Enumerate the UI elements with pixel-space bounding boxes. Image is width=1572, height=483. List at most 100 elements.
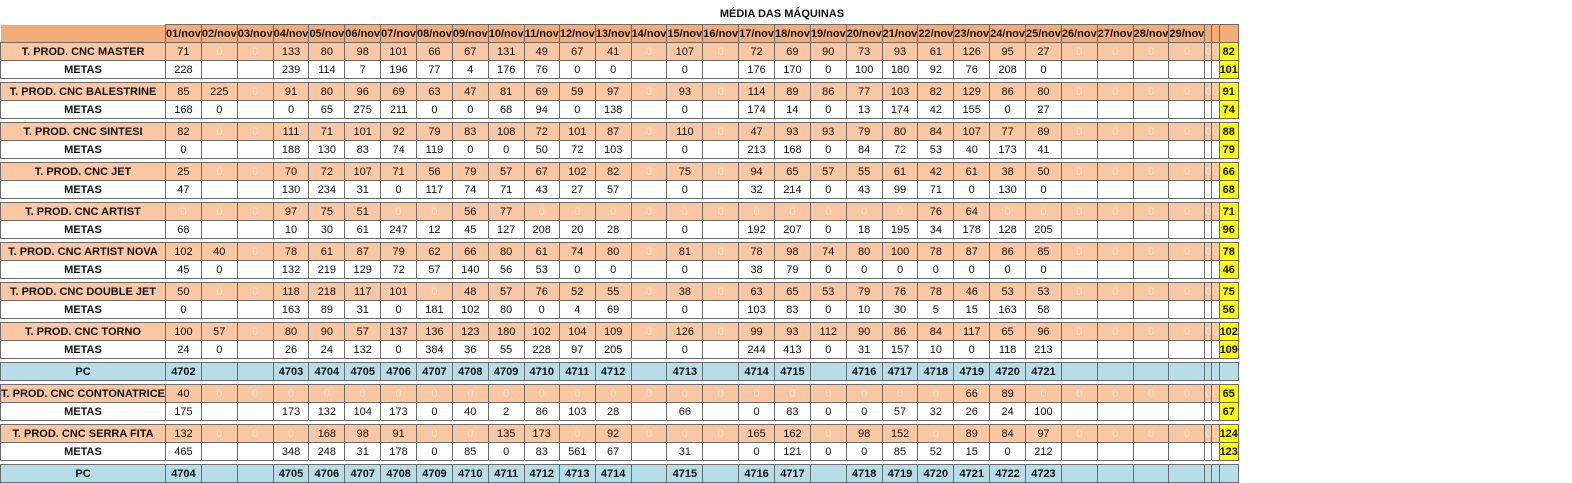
value-cell[interactable]: 59	[558, 82, 596, 101]
value-cell[interactable]: 15	[953, 300, 991, 319]
value-cell[interactable]: 61	[308, 242, 346, 261]
value-cell[interactable]	[1204, 300, 1213, 319]
value-cell[interactable]: 65	[774, 162, 811, 181]
value-cell[interactable]: 0	[236, 424, 274, 443]
date-header-cell[interactable]: 29/nov	[1168, 24, 1206, 43]
value-cell[interactable]: 176	[738, 60, 775, 79]
average-cell[interactable]: 102	[1218, 322, 1239, 341]
value-cell[interactable]: 0	[630, 384, 668, 403]
value-cell[interactable]: 36	[451, 340, 489, 359]
value-cell[interactable]	[1211, 464, 1220, 483]
value-cell[interactable]	[1060, 442, 1098, 461]
value-cell[interactable]: 173	[989, 140, 1027, 159]
value-cell[interactable]: 72	[738, 42, 775, 61]
value-cell[interactable]: 213	[738, 140, 775, 159]
row-label-cell[interactable]: METAS	[0, 220, 166, 239]
value-cell[interactable]: 80	[845, 242, 883, 261]
average-cell[interactable]: 67	[1218, 402, 1239, 421]
value-cell[interactable]: 4716	[845, 362, 883, 381]
value-cell[interactable]: 0	[1168, 384, 1206, 403]
date-header-cell[interactable]: 02/nov	[200, 24, 238, 43]
value-cell[interactable]: 0	[1204, 322, 1213, 341]
value-cell[interactable]: 28	[594, 402, 632, 421]
value-cell[interactable]: 211	[380, 100, 418, 119]
date-header-cell[interactable]: 26/nov	[1060, 24, 1098, 43]
value-cell[interactable]: 0	[1211, 122, 1220, 141]
value-cell[interactable]: 0	[1025, 60, 1062, 79]
value-cell[interactable]: 0	[451, 100, 489, 119]
value-cell[interactable]	[1096, 442, 1134, 461]
value-cell[interactable]: 66	[416, 42, 453, 61]
value-cell[interactable]: 100	[1025, 402, 1062, 421]
value-cell[interactable]: 234	[308, 180, 346, 199]
value-cell[interactable]: 0	[953, 340, 991, 359]
value-cell[interactable]: 66	[666, 402, 704, 421]
value-cell[interactable]: 76	[523, 282, 560, 301]
value-cell[interactable]	[200, 362, 238, 381]
value-cell[interactable]: 67	[558, 42, 596, 61]
value-cell[interactable]: 4702	[165, 362, 202, 381]
value-cell[interactable]: 95	[989, 42, 1027, 61]
value-cell[interactable]: 0	[236, 242, 274, 261]
row-label-cell[interactable]: T. PROD. CNC MASTER	[0, 42, 166, 61]
value-cell[interactable]	[200, 402, 238, 421]
value-cell[interactable]: 0	[558, 60, 596, 79]
value-cell[interactable]	[1168, 220, 1206, 239]
value-cell[interactable]: 108	[487, 122, 525, 141]
average-cell[interactable]: 78	[1218, 242, 1239, 261]
value-cell[interactable]: 0	[666, 60, 704, 79]
value-cell[interactable]: 0	[1060, 242, 1098, 261]
value-cell[interactable]: 0	[1211, 162, 1220, 181]
value-cell[interactable]: 30	[308, 220, 346, 239]
value-cell[interactable]: 57	[200, 322, 238, 341]
value-cell[interactable]: 214	[774, 180, 811, 199]
value-cell[interactable]: 0	[1060, 424, 1098, 443]
value-cell[interactable]: 56	[416, 162, 453, 181]
value-cell[interactable]: 80	[487, 300, 525, 319]
value-cell[interactable]	[630, 260, 668, 279]
value-cell[interactable]: 0	[200, 100, 238, 119]
value-cell[interactable]: 348	[272, 442, 310, 461]
value-cell[interactable]: 0	[630, 202, 668, 221]
value-cell[interactable]: 114	[308, 60, 346, 79]
value-cell[interactable]: 25	[165, 162, 202, 181]
date-header-cell[interactable]: 03/nov	[236, 24, 274, 43]
value-cell[interactable]: 31	[344, 180, 382, 199]
value-cell[interactable]: 42	[917, 100, 955, 119]
value-cell[interactable]	[1211, 180, 1220, 199]
value-cell[interactable]: 48	[451, 282, 489, 301]
value-cell[interactable]: 244	[738, 340, 775, 359]
date-header-cell[interactable]: 11/nov	[523, 24, 560, 43]
value-cell[interactable]: 102	[165, 242, 202, 261]
value-cell[interactable]: 0	[165, 300, 202, 319]
value-cell[interactable]: 165	[738, 424, 775, 443]
value-cell[interactable]: 78	[272, 242, 310, 261]
value-cell[interactable]	[236, 60, 274, 79]
value-cell[interactable]: 0	[200, 162, 238, 181]
value-cell[interactable]: 101	[344, 122, 382, 141]
value-cell[interactable]: 80	[1025, 82, 1062, 101]
value-cell[interactable]: 152	[881, 424, 919, 443]
row-label-cell[interactable]: METAS	[0, 100, 166, 119]
value-cell[interactable]: 77	[416, 60, 453, 79]
value-cell[interactable]: 71	[380, 162, 418, 181]
value-cell[interactable]	[1211, 220, 1220, 239]
value-cell[interactable]: 0	[845, 202, 883, 221]
value-cell[interactable]: 31	[666, 442, 704, 461]
value-cell[interactable]: 4705	[272, 464, 310, 483]
value-cell[interactable]: 0	[200, 122, 238, 141]
value-cell[interactable]	[1168, 140, 1206, 159]
value-cell[interactable]: 52	[558, 282, 596, 301]
value-cell[interactable]: 57	[487, 282, 525, 301]
average-cell[interactable]: 88	[1218, 122, 1239, 141]
value-cell[interactable]: 40	[451, 402, 489, 421]
value-cell[interactable]: 0	[702, 202, 740, 221]
value-cell[interactable]: 34	[917, 220, 955, 239]
value-cell[interactable]: 4705	[344, 362, 382, 381]
value-cell[interactable]	[1096, 362, 1134, 381]
value-cell[interactable]: 4719	[953, 362, 991, 381]
value-cell[interactable]	[236, 140, 274, 159]
value-cell[interactable]: 38	[738, 260, 775, 279]
value-cell[interactable]: 0	[1168, 202, 1206, 221]
average-cell[interactable]: 91	[1218, 82, 1239, 101]
